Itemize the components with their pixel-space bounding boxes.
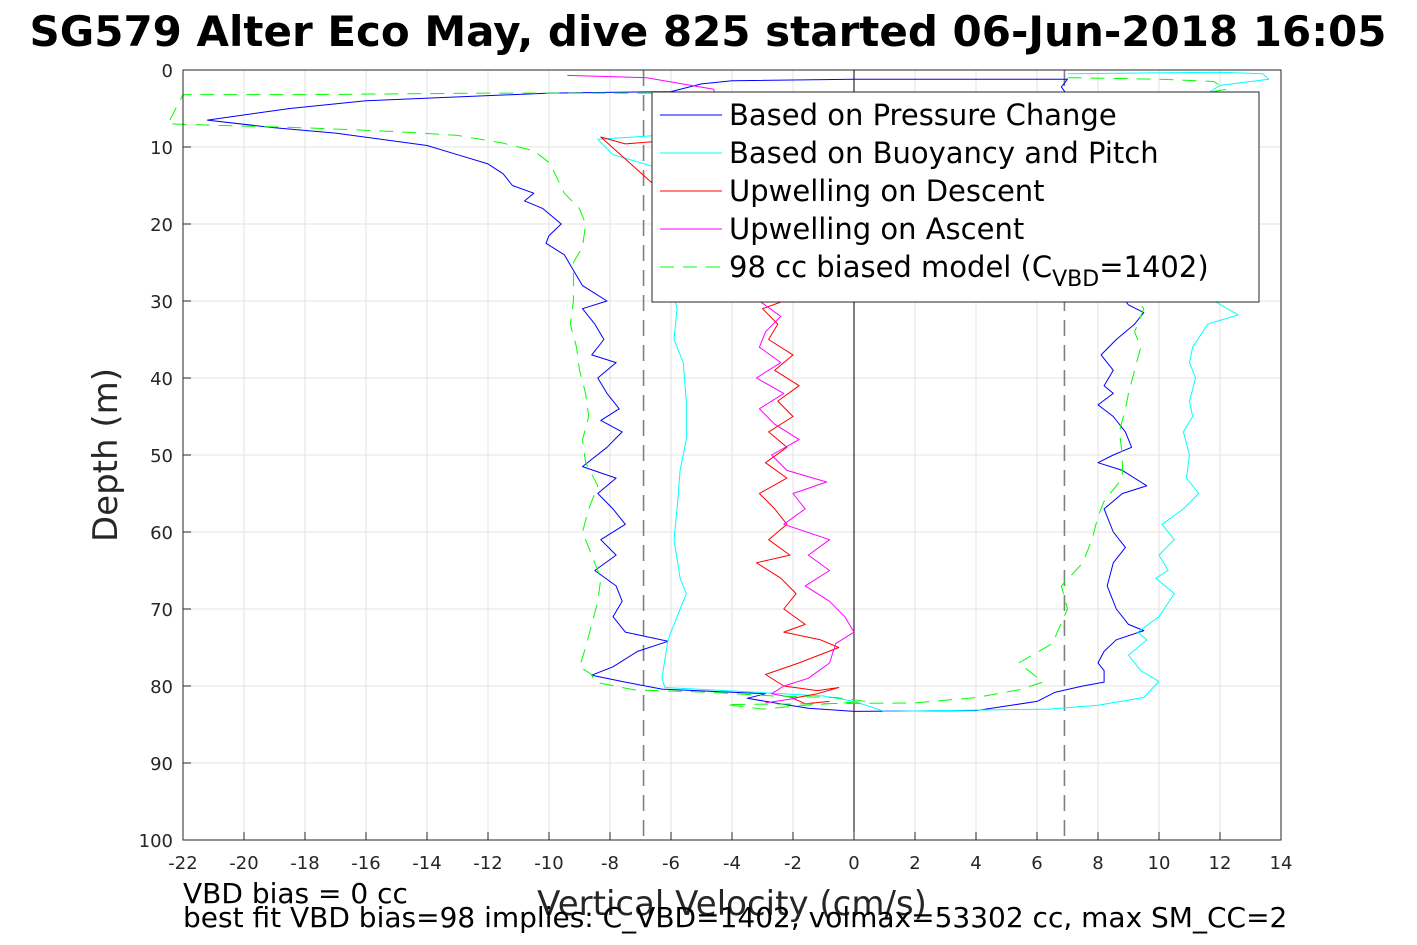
x-tick-label: -8	[601, 853, 619, 874]
series-line-2	[600, 135, 840, 705]
y-tick-label: 90	[150, 754, 173, 775]
x-tick-label: -10	[534, 853, 563, 874]
x-tick-label: 14	[1270, 853, 1293, 874]
legend-label: 98 cc biased model (CVBD=1402)	[729, 250, 1209, 292]
y-tick-labels: 0 10 20 30 40 50 60 70 80 90 100	[139, 61, 191, 852]
y-tick-label: 60	[150, 523, 173, 544]
y-tick-label: 80	[150, 677, 173, 698]
x-tick-label: -6	[662, 853, 680, 874]
x-tick-label: 10	[1148, 853, 1171, 874]
x-tick-label: -20	[229, 853, 258, 874]
x-tick-label: -22	[168, 853, 197, 874]
x-tick-label: 12	[1209, 853, 1232, 874]
x-tick-label: -18	[290, 853, 319, 874]
legend-label: Based on Pressure Change	[729, 98, 1117, 132]
y-tick-label: 40	[150, 369, 173, 390]
y-tick-label: 50	[150, 446, 173, 467]
legend: Based on Pressure Change Based on Buoyanc…	[651, 91, 1260, 303]
vbd-bias-note: VBD bias = 0 cc	[183, 877, 408, 910]
series-line-0	[206, 78, 1148, 712]
x-tick-label: -2	[784, 853, 802, 874]
y-tick-label: 100	[139, 831, 173, 852]
x-tick-label: 2	[909, 853, 920, 874]
x-tick-label: -14	[412, 853, 441, 874]
legend-label: Upwelling on Descent	[729, 174, 1045, 208]
x-tick-label: 6	[1031, 853, 1042, 874]
x-tick-label: -16	[351, 853, 380, 874]
x-tick-label: -4	[723, 853, 741, 874]
series-group	[167, 71, 1270, 712]
series-line-4	[167, 77, 1227, 710]
x-tick-label: -12	[473, 853, 502, 874]
y-tick-label: 70	[150, 600, 173, 621]
y-tick-label: 20	[150, 215, 173, 236]
x-axis-label: Vertical Velocity (cm/s)	[537, 884, 927, 924]
y-tick-label: 0	[162, 61, 173, 82]
legend-box	[651, 91, 1260, 303]
legend-label: Based on Buoyancy and Pitch	[729, 136, 1159, 170]
chart-title: SG579 Alter Eco May, dive 825 started 06…	[30, 7, 1387, 56]
y-tick-label: 30	[150, 292, 173, 313]
series-line-3	[567, 74, 855, 704]
best-fit-note: best fit VBD bias=98 implies: C_VBD=1402…	[183, 901, 1287, 934]
x-tick-label: 8	[1092, 853, 1103, 874]
x-tick-label: 4	[970, 853, 981, 874]
x-tick-labels: -22 -20 -18 -16 -14 -12 -10 -8 -6 -4 -2 0 2 4 6 8 10 12 14	[168, 832, 1292, 874]
legend-label: Upwelling on Ascent	[729, 212, 1024, 246]
x-tick-label: 0	[848, 853, 859, 874]
y-tick-label: 10	[150, 138, 173, 159]
series-line-1	[597, 71, 1270, 712]
y-axis-label: Depth (m)	[86, 368, 126, 542]
